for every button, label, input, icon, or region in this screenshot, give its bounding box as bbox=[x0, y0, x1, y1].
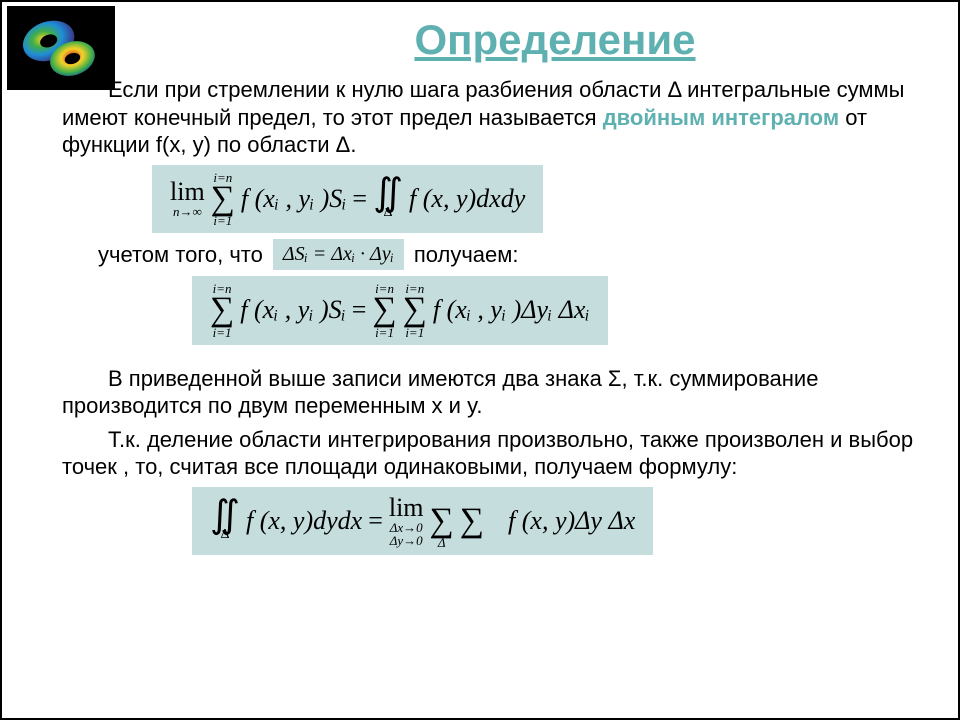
paragraph-1: Если при стремлении к нулю шага разбиени… bbox=[62, 76, 918, 159]
eq1-sum-bot: i=1 bbox=[213, 214, 232, 227]
eq3-sum1: i=n ∑ i=1 bbox=[210, 282, 234, 339]
eq4-sum1: ∑ Δ bbox=[430, 493, 454, 550]
eq4-equals: = bbox=[368, 506, 383, 536]
line2-b: получаем: bbox=[414, 242, 519, 268]
eq1-lim-sub: n→∞ bbox=[173, 205, 202, 218]
slide: Определение Если при стремлении к нулю ш… bbox=[0, 0, 960, 720]
eq1-lim: lim n→∞ bbox=[170, 179, 205, 218]
eq4-sum1-bot: Δ bbox=[438, 536, 446, 549]
eq3-rhs: f (xᵢ , yᵢ )Δyᵢ Δxᵢ bbox=[433, 295, 590, 325]
p1-highlight: двойным интегралом bbox=[603, 105, 839, 130]
equation-2: ΔSᵢ = Δxᵢ · Δyᵢ bbox=[273, 239, 404, 270]
eq4-lim: lim Δx→0 Δy→0 bbox=[389, 495, 424, 547]
eq3-sum3: i=n ∑ i=1 bbox=[403, 282, 427, 339]
equation-4: ∬ Δ f (x, y)dydx = lim Δx→0 Δy→0 ∑ Δ ∑ bbox=[192, 487, 653, 556]
eq4-lim-sub2: Δy→0 bbox=[390, 534, 423, 547]
paragraph-3: В приведенной выше записи имеются два зн… bbox=[62, 365, 918, 420]
eq4-rhs: f (x, y)Δy Δx bbox=[508, 506, 635, 536]
equation-3-row: i=n ∑ i=1 f (xᵢ , yᵢ )Sᵢ = i=n ∑ i=1 i=n… bbox=[192, 276, 918, 345]
eq4-lhs: f (x, y)dydx bbox=[246, 506, 362, 536]
eq1-iint-sub: Δ bbox=[384, 206, 393, 220]
line-2: учетом того, что ΔSᵢ = Δxᵢ · Δyᵢ получае… bbox=[98, 239, 918, 270]
eq3-sum3-bot: i=1 bbox=[405, 326, 424, 339]
equation-4-row: ∬ Δ f (x, y)dydx = lim Δx→0 Δy→0 ∑ Δ ∑ bbox=[192, 487, 918, 556]
equation-1: lim n→∞ i=n ∑ i=1 f (xᵢ , yᵢ )Sᵢ = ∬ Δ f… bbox=[152, 165, 543, 234]
eq4-iint: ∬ Δ bbox=[210, 500, 240, 542]
eq1-sum: i=n ∑ i=1 bbox=[211, 171, 235, 228]
eq1-lhs: f (xᵢ , yᵢ )Sᵢ bbox=[241, 184, 346, 214]
line2-a: учетом того, что bbox=[98, 242, 263, 268]
paragraph-4: Т.к. деление области интегрирования прои… bbox=[62, 426, 918, 481]
eq4-sum2: ∑ bbox=[460, 493, 484, 550]
equation-3: i=n ∑ i=1 f (xᵢ , yᵢ )Sᵢ = i=n ∑ i=1 i=n… bbox=[192, 276, 608, 345]
eq1-equals: = bbox=[352, 184, 367, 214]
eq3-sum2: i=n ∑ i=1 bbox=[372, 282, 396, 339]
equation-1-row: lim n→∞ i=n ∑ i=1 f (xᵢ , yᵢ )Sᵢ = ∬ Δ f… bbox=[152, 165, 918, 234]
torus-icon bbox=[17, 12, 105, 84]
eq3-equals: = bbox=[352, 295, 367, 325]
slide-title: Определение bbox=[192, 16, 918, 64]
eq3-sum2-bot: i=1 bbox=[375, 326, 394, 339]
decorative-icon bbox=[7, 6, 115, 90]
eq1-iint: ∬ Δ bbox=[373, 178, 403, 220]
eq3-sum1-bot: i=1 bbox=[213, 326, 232, 339]
eq4-iint-sub: Δ bbox=[220, 528, 229, 542]
eq3-lhs: f (xᵢ , yᵢ )Sᵢ bbox=[240, 295, 345, 325]
eq1-rhs: f (x, y)dxdy bbox=[409, 184, 525, 214]
